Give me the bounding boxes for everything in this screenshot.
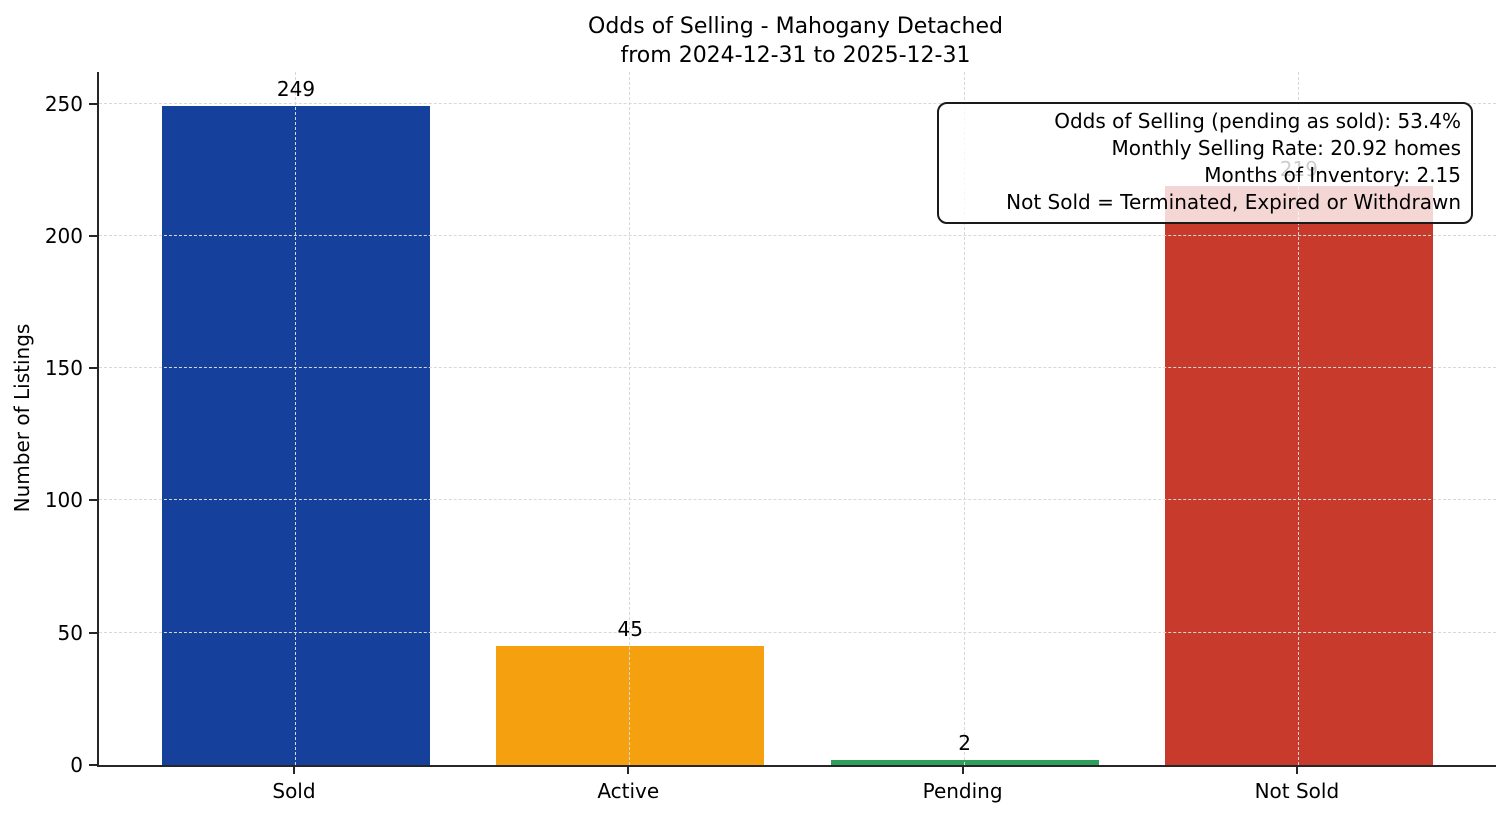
- x-tick-label-0: Sold: [272, 779, 316, 803]
- y-tick-label-0: 0: [70, 753, 83, 777]
- bar-value-label-sold: 249: [276, 77, 316, 102]
- x-tick-label-3: Not Sold: [1254, 779, 1340, 803]
- chart-title: Odds of Selling - Mahogany Detached from…: [97, 12, 1494, 70]
- annotation-box: Odds of Selling (pending as sold): 53.4%…: [937, 102, 1473, 224]
- annotation-line-3: Not Sold = Terminated, Expired or Withdr…: [1006, 190, 1461, 214]
- annotation-line-0: Odds of Selling (pending as sold): 53.4%: [1054, 109, 1461, 133]
- h-gridline-50: [99, 631, 1496, 633]
- h-gridline-150: [99, 367, 1496, 369]
- x-tick-2: [961, 766, 964, 774]
- plot-area: 249452219: [97, 72, 1496, 767]
- v-gridline-0: [294, 72, 296, 765]
- v-gridline-1: [629, 72, 631, 765]
- y-tick-250: [89, 102, 97, 105]
- bar-pending: [830, 759, 1099, 765]
- chart-title-line2: from 2024-12-31 to 2025-12-31: [620, 43, 971, 68]
- y-tick-50: [89, 631, 97, 634]
- v-gridline-2: [963, 72, 965, 765]
- y-tick-0: [89, 764, 97, 766]
- y-tick-150: [89, 367, 97, 370]
- annotation-line-2: Months of Inventory: 2.15: [1204, 163, 1461, 187]
- annotation-line-1: Monthly Selling Rate: 20.92 homes: [1111, 136, 1461, 160]
- y-tick-100: [89, 499, 97, 502]
- bar-sold: [161, 106, 430, 765]
- y-axis-label: Number of Listings: [10, 323, 34, 513]
- x-tick-3: [1295, 766, 1298, 774]
- bar-value-label-pending: 2: [958, 730, 971, 755]
- y-tick-label-250: 250: [44, 91, 83, 116]
- bar-active: [496, 645, 765, 765]
- h-gridline-250: [99, 102, 1496, 104]
- x-tick-1: [627, 766, 630, 774]
- y-tick-label-200: 200: [44, 223, 83, 248]
- x-tick-label-2: Pending: [922, 779, 1003, 803]
- h-gridline-100: [99, 499, 1496, 501]
- x-tick-label-1: Active: [597, 779, 660, 803]
- y-tick-label-50: 50: [57, 620, 83, 645]
- bar-not-sold: [1164, 185, 1433, 765]
- y-tick-label-100: 100: [44, 488, 83, 513]
- chart-title-line1: Odds of Selling - Mahogany Detached: [588, 14, 1003, 39]
- y-tick-200: [89, 234, 97, 237]
- h-gridline-200: [99, 234, 1496, 236]
- y-tick-label-150: 150: [44, 356, 83, 381]
- x-tick-0: [292, 766, 295, 774]
- bar-value-label-active: 45: [617, 616, 643, 641]
- v-gridline-3: [1297, 72, 1299, 765]
